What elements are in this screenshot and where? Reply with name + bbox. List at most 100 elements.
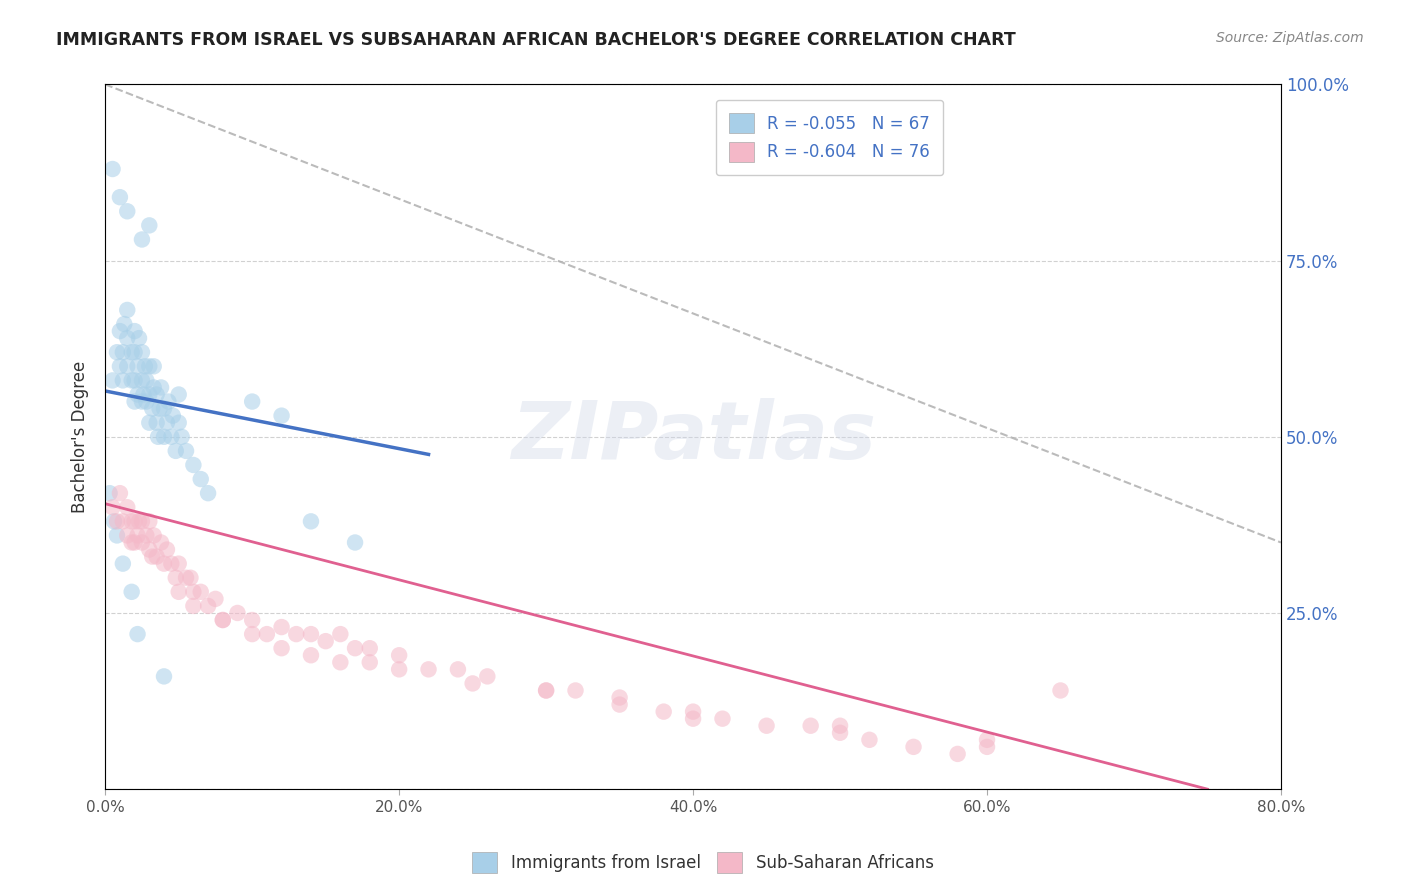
Point (145, 416, 167, 430)
Point (138, 542, 160, 557)
Point (108, 359, 131, 374)
Point (240, 627, 263, 641)
Point (108, 190, 131, 204)
Point (150, 380, 173, 394)
Point (131, 514, 153, 528)
Point (117, 500, 139, 515)
Point (121, 584, 143, 599)
Point (146, 430, 169, 444)
Point (150, 535, 173, 549)
Point (447, 662, 470, 676)
Point (135, 373, 157, 387)
Point (903, 739, 925, 754)
Point (299, 648, 322, 663)
Point (204, 591, 226, 606)
Point (98, 486, 121, 500)
Point (344, 535, 367, 549)
Point (105, 514, 128, 528)
Point (149, 401, 172, 416)
Point (183, 584, 205, 599)
Point (162, 409, 184, 423)
Point (190, 584, 212, 599)
Point (534, 683, 557, 698)
Point (256, 627, 278, 641)
Point (124, 324, 146, 338)
Point (179, 571, 201, 585)
Point (124, 345, 146, 359)
Point (117, 359, 139, 374)
Point (127, 627, 149, 641)
Point (101, 500, 124, 515)
Point (167, 416, 190, 430)
Point (800, 719, 823, 733)
Point (329, 655, 352, 669)
Point (111, 557, 134, 571)
Point (153, 430, 176, 444)
Point (131, 232, 153, 246)
Point (461, 676, 484, 690)
Point (138, 219, 160, 233)
Point (652, 705, 675, 719)
Point (418, 662, 440, 676)
Point (197, 599, 219, 613)
Point (131, 345, 153, 359)
Text: IMMIGRANTS FROM ISRAEL VS SUBSAHARAN AFRICAN BACHELOR'S DEGREE CORRELATION CHART: IMMIGRANTS FROM ISRAEL VS SUBSAHARAN AFR… (56, 31, 1017, 49)
Point (134, 359, 156, 374)
Point (165, 571, 187, 585)
Point (138, 359, 160, 374)
Point (128, 331, 150, 345)
Point (124, 373, 146, 387)
Point (132, 387, 155, 401)
Point (165, 443, 187, 458)
Point (124, 394, 146, 409)
Point (111, 514, 134, 528)
Point (682, 712, 704, 726)
Point (141, 401, 163, 416)
Point (145, 387, 167, 401)
Point (117, 331, 139, 345)
Point (270, 641, 292, 656)
Point (135, 394, 157, 409)
Point (167, 387, 190, 401)
Point (127, 528, 149, 542)
Point (682, 705, 704, 719)
Point (101, 161, 124, 176)
Point (828, 725, 851, 739)
Point (156, 416, 179, 430)
Point (270, 620, 292, 634)
Point (131, 373, 153, 387)
Point (270, 409, 292, 423)
Point (108, 486, 131, 500)
Point (946, 747, 969, 761)
Point (121, 514, 143, 528)
Point (197, 486, 219, 500)
Point (609, 690, 631, 705)
Y-axis label: Bachelor's Degree: Bachelor's Degree (72, 360, 89, 513)
Point (609, 698, 631, 712)
Point (190, 472, 212, 486)
Point (976, 732, 998, 747)
Point (141, 549, 163, 564)
Text: ZIPatlas: ZIPatlas (510, 398, 876, 475)
Point (111, 345, 134, 359)
Point (153, 401, 176, 416)
Point (388, 648, 411, 663)
Point (359, 641, 381, 656)
Point (128, 514, 150, 528)
Point (124, 535, 146, 549)
Point (755, 719, 778, 733)
Point (105, 345, 128, 359)
Point (157, 394, 180, 409)
Point (167, 557, 190, 571)
Point (1049, 683, 1071, 698)
Point (108, 324, 131, 338)
Point (858, 732, 880, 747)
Point (160, 557, 183, 571)
Point (138, 416, 160, 430)
Point (477, 669, 499, 683)
Point (299, 514, 322, 528)
Point (103, 514, 125, 528)
Point (299, 627, 322, 641)
Point (101, 373, 124, 387)
Point (359, 655, 381, 669)
